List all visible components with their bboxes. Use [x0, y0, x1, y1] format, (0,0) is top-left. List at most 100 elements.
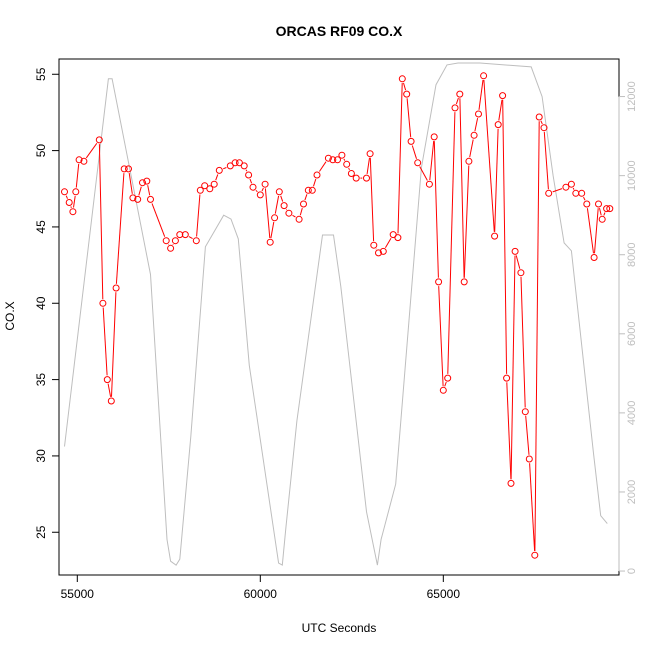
co-data-point — [324, 154, 332, 162]
x-tick-label: 60000 — [244, 587, 278, 601]
co-series-segment — [515, 255, 521, 269]
co-data-point — [226, 162, 234, 170]
co-series-segment — [245, 169, 248, 172]
co-series-segment — [70, 206, 72, 208]
co-data-point — [300, 200, 307, 208]
co-data-point — [430, 133, 438, 141]
co-data-point — [414, 159, 422, 167]
co-series-segment — [98, 144, 104, 300]
co-data-point — [245, 171, 253, 179]
co-data-point — [147, 195, 154, 203]
co-data-point — [439, 386, 447, 394]
co-series-segment — [188, 236, 193, 240]
y-tick-label: 40 — [34, 296, 48, 310]
co-series-segment — [583, 196, 586, 201]
co-series-segment — [299, 207, 303, 216]
co-series-segment — [348, 167, 350, 171]
co-data-point — [398, 75, 406, 83]
co-series-segment — [102, 307, 108, 376]
co-data-point — [370, 241, 378, 249]
co-series-segment — [483, 79, 495, 232]
co-series-segment — [280, 195, 284, 202]
co-series-segment — [478, 79, 484, 110]
co-series-segment — [369, 157, 375, 242]
co-data-point — [235, 159, 243, 167]
co-data-point — [308, 186, 316, 194]
co-data-point — [403, 90, 411, 98]
co-series-segment — [270, 221, 275, 239]
co-data-point — [61, 188, 68, 196]
co-data-point — [240, 162, 248, 170]
co-series-segment — [572, 187, 575, 190]
co-series-segment — [75, 163, 80, 188]
co-data-point — [167, 244, 175, 252]
y2-tick-label: 8000 — [626, 242, 638, 266]
co-data-point — [375, 249, 382, 257]
co-data-point — [210, 180, 218, 188]
co-series-segment — [111, 292, 117, 397]
co-series-segment — [196, 194, 201, 237]
co-data-point — [206, 185, 214, 193]
co-series-segment — [543, 131, 549, 190]
co-series-segment — [366, 157, 370, 174]
co-data-point — [95, 136, 103, 144]
co-series-segment — [292, 214, 296, 218]
co-data-point — [525, 455, 533, 463]
co-data-point — [603, 205, 611, 213]
co-data-point — [275, 188, 283, 196]
co-data-point — [343, 160, 351, 168]
co-series-segment — [506, 382, 512, 480]
co-data-point — [394, 234, 402, 242]
co-data-point — [107, 397, 115, 405]
co-series-segment — [128, 173, 133, 194]
co-series-segment — [397, 82, 403, 234]
co-series-segment — [73, 195, 76, 208]
y-tick-label: 55 — [34, 67, 48, 81]
co-data-point — [334, 156, 341, 164]
co-data-point — [196, 186, 204, 194]
co-series-segment — [463, 165, 470, 278]
co-data-point — [231, 159, 239, 167]
co-data-point — [595, 200, 602, 208]
co-series-segment — [115, 173, 125, 284]
co-series-segment — [107, 383, 112, 397]
co-series-segment — [403, 82, 407, 91]
co-series-segment — [433, 141, 439, 278]
co-data-point — [256, 191, 264, 199]
co-data-point — [598, 215, 606, 223]
co-data-point — [347, 170, 355, 177]
co-series-segment — [264, 188, 271, 239]
co-series-segment — [411, 145, 417, 159]
co-series-segment — [502, 99, 508, 374]
y2-tick-label: 4000 — [626, 401, 638, 425]
co-series-segment — [586, 208, 594, 254]
co-series-segment — [603, 212, 606, 216]
x-axis-title: UTC Seconds — [302, 621, 377, 635]
co-data-point — [266, 238, 274, 246]
co-data-point — [285, 209, 293, 217]
co-data-point — [379, 247, 387, 255]
co-data-point — [535, 113, 543, 121]
co-data-point — [407, 137, 415, 145]
co-series-segment — [534, 121, 540, 552]
co-data-point — [295, 215, 303, 223]
co-data-point — [425, 180, 433, 188]
co-data-point — [435, 278, 443, 286]
co-data-point — [120, 165, 128, 173]
y2-tick-label: 10000 — [626, 160, 638, 191]
co-data-point — [75, 156, 83, 164]
co-data-point — [494, 121, 502, 129]
x-tick-label: 55000 — [61, 587, 95, 601]
co-data-point — [215, 166, 223, 174]
co-data-point — [460, 278, 468, 286]
co-series-segment — [510, 255, 516, 480]
chart-title: ORCAS RF09 CO.X — [276, 23, 403, 39]
co-data-point — [451, 104, 459, 112]
co-data-point — [465, 157, 473, 165]
y-tick-label: 50 — [34, 144, 48, 158]
co-series-segment — [274, 195, 280, 214]
co-series-segment — [215, 174, 219, 181]
chart-marks: 55000 60000 65000 25 30 35 40 45 50 55 0 2000 4000 60… — [34, 62, 638, 601]
co-data-point — [363, 174, 370, 182]
co-series-segment — [343, 158, 346, 161]
